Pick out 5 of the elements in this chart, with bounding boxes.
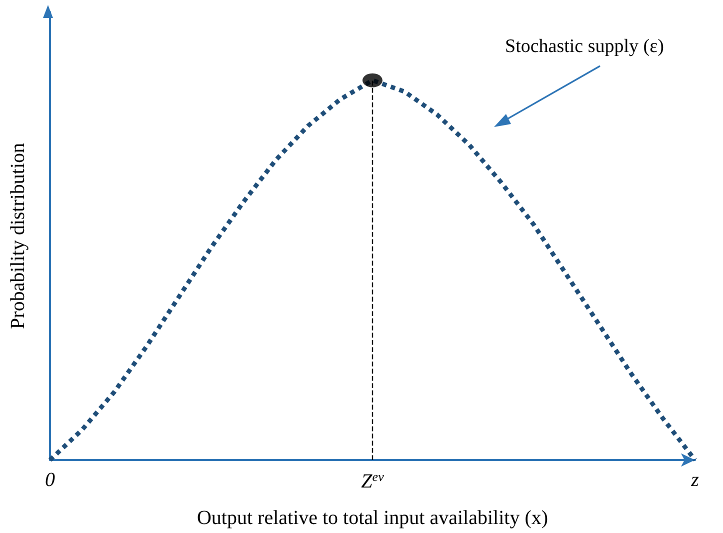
x-axis-title: Output relative to total input availability (x): [196, 507, 548, 529]
x-tick-label: z: [690, 469, 700, 491]
y-axis-title: Probability distribution: [7, 142, 29, 330]
x-tick-label: 0: [45, 469, 55, 491]
text: Stochastic supply (ε): [505, 36, 664, 58]
